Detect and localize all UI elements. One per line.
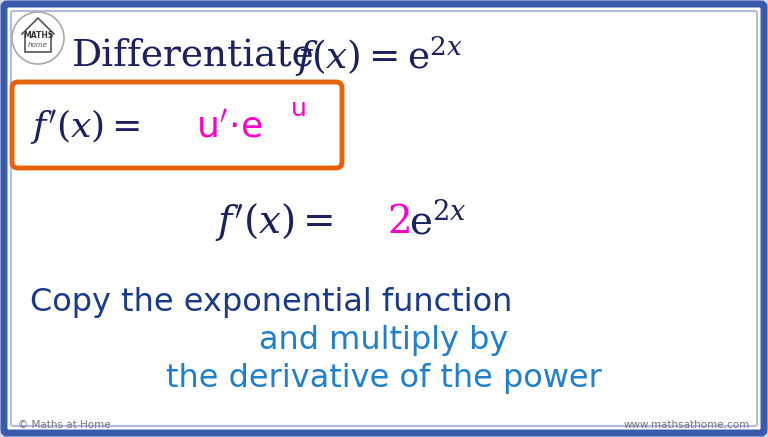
FancyBboxPatch shape: [12, 82, 342, 168]
Text: $\mathsf{u}$: $\mathsf{u}$: [290, 97, 306, 121]
Text: and multiply by: and multiply by: [260, 325, 508, 356]
Text: $\mathit{f}'(\mathit{x}) = $: $\mathit{f}'(\mathit{x}) = $: [215, 201, 333, 243]
Text: $\mathit{f}(\mathit{x}) = \mathrm{e}^{2\mathit{x}}$: $\mathit{f}(\mathit{x}) = \mathrm{e}^{2\…: [295, 35, 463, 80]
Text: $\mathsf{u'\!\cdot\!e}$: $\mathsf{u'\!\cdot\!e}$: [196, 110, 263, 144]
Text: Differentiate: Differentiate: [72, 37, 315, 73]
Text: MATHS: MATHS: [23, 31, 53, 39]
Text: the derivative of the power: the derivative of the power: [166, 363, 602, 393]
Text: www.mathsathome.com: www.mathsathome.com: [624, 420, 750, 430]
Text: $2$: $2$: [387, 203, 410, 241]
Text: $\mathit{f}'(\mathit{x}) = $: $\mathit{f}'(\mathit{x}) = $: [30, 108, 140, 146]
Text: © Maths at Home: © Maths at Home: [18, 420, 111, 430]
FancyBboxPatch shape: [4, 4, 764, 433]
Text: home: home: [28, 42, 48, 48]
Text: $\mathrm{e}^{2\mathit{x}}$: $\mathrm{e}^{2\mathit{x}}$: [409, 202, 467, 242]
Circle shape: [12, 12, 64, 64]
Text: Copy the exponential function: Copy the exponential function: [30, 287, 512, 318]
